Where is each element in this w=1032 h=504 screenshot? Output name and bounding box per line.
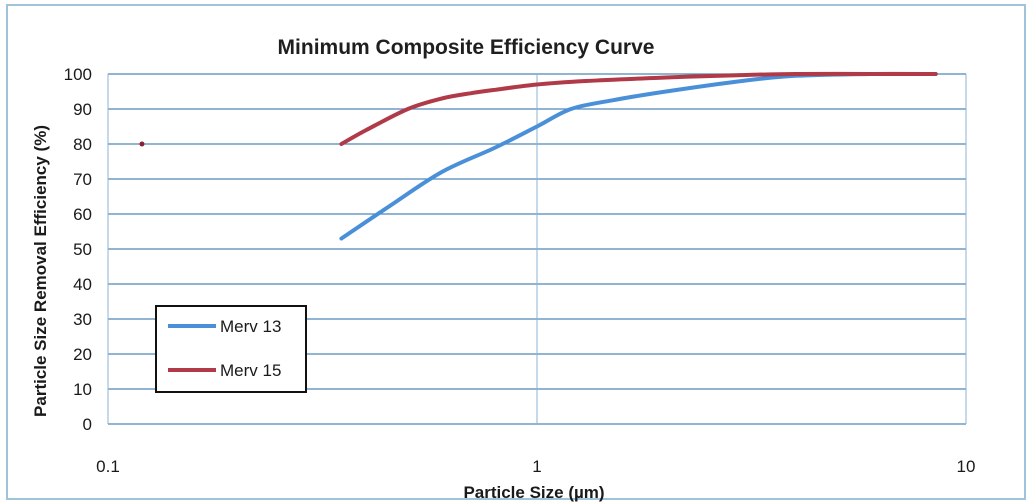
x-axis-label: Particle Size (µm) — [463, 483, 604, 502]
y-tick-label: 50 — [73, 240, 92, 259]
y-tick-label: 40 — [73, 275, 92, 294]
series-line-merv-15 — [339, 71, 938, 146]
y-tick-label: 0 — [83, 415, 92, 434]
legend-box — [155, 305, 307, 393]
x-tick-label: 10 — [957, 457, 976, 476]
y-tick-label: 30 — [73, 310, 92, 329]
y-tick-label: 80 — [73, 135, 92, 154]
legend-label-merv-13: Merv 13 — [220, 317, 281, 336]
annotations — [139, 141, 145, 147]
y-tick-label: 70 — [73, 170, 92, 189]
tick-labels: 0 10 20 30 40 50 60 70 80 90 100 0.1 1 10 — [64, 65, 976, 476]
y-tick-label: 90 — [73, 100, 92, 119]
legend: Merv 13 Merv 15 — [155, 305, 307, 393]
y-tick-label: 100 — [64, 65, 92, 84]
stray-data-point — [139, 141, 145, 147]
chart-title: Minimum Composite Efficiency Curve — [278, 36, 655, 59]
y-axis-label: Particle Size Removal Efficiency (%) — [31, 125, 50, 417]
y-tick-label: 10 — [73, 380, 92, 399]
y-tick-label: 60 — [73, 205, 92, 224]
series-lines — [339, 71, 938, 241]
x-tick-label: 1 — [532, 457, 541, 476]
legend-label-merv-15: Merv 15 — [220, 361, 281, 380]
x-tick-label: 0.1 — [96, 457, 120, 476]
y-tick-label: 20 — [73, 345, 92, 364]
